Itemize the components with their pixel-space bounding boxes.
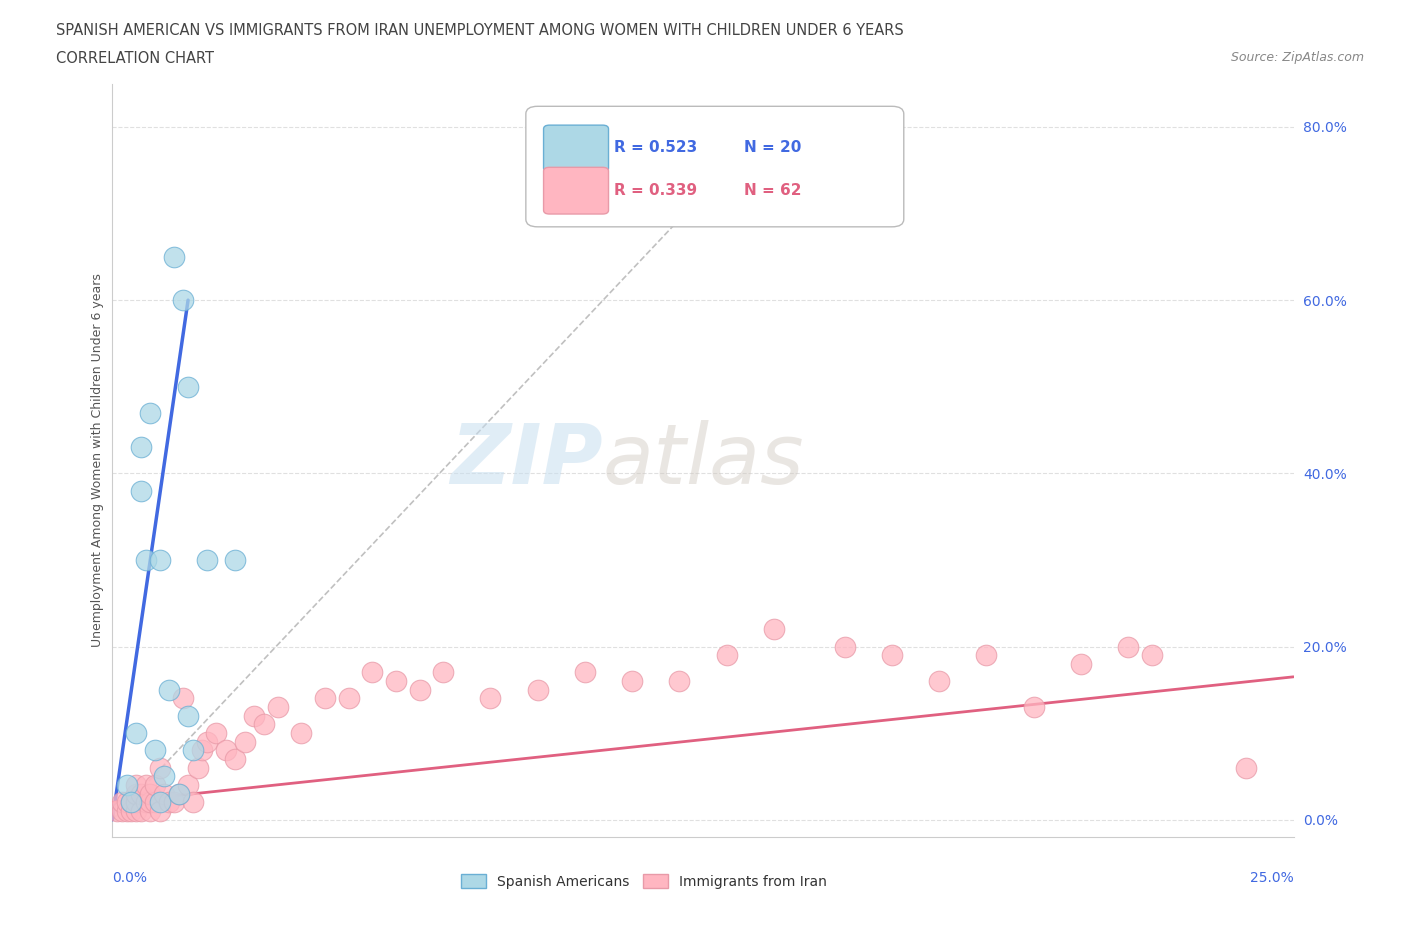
Point [139,405,162,420]
Point [153,769,176,784]
Point [243,709,266,724]
Point [125,777,148,792]
Point [526,683,548,698]
Point [139,795,162,810]
Point [129,786,152,801]
Point [143,743,166,758]
Point [337,691,360,706]
Point [880,647,903,662]
Point [1140,647,1163,662]
Point [115,804,138,818]
Point [157,795,180,810]
Point [135,552,157,567]
Point [125,795,148,810]
Point [233,735,256,750]
Point [149,795,172,810]
Point [290,725,312,740]
Point [163,795,186,810]
Text: N = 62: N = 62 [744,183,801,198]
Point [139,804,162,818]
Point [1234,761,1257,776]
Point [976,647,998,662]
Point [267,699,290,714]
Point [668,673,690,688]
Point [167,786,190,801]
Point [479,691,502,706]
Point [125,804,148,818]
Point [105,804,128,818]
Point [135,777,157,792]
Point [385,673,408,688]
Point [224,552,246,567]
Point [153,786,176,801]
Point [314,691,336,706]
Point [1116,639,1139,654]
Point [111,795,134,810]
Text: atlas: atlas [603,419,804,501]
Point [129,440,152,455]
Point [574,665,596,680]
Point [621,673,644,688]
Point [224,751,246,766]
FancyBboxPatch shape [544,167,609,214]
Point [195,552,218,567]
Text: 25.0%: 25.0% [1250,870,1294,885]
Point [361,665,384,680]
Point [408,683,430,698]
Legend: Spanish Americans, Immigrants from Iran: Spanish Americans, Immigrants from Iran [456,869,832,894]
Point [149,804,172,818]
Text: R = 0.339: R = 0.339 [614,183,697,198]
FancyBboxPatch shape [526,106,904,227]
Point [1070,657,1092,671]
Point [111,804,134,818]
Point [149,552,172,567]
Point [215,743,238,758]
Point [762,622,785,637]
Point [115,777,138,792]
Point [172,691,194,706]
Point [253,717,276,732]
Point [120,795,142,810]
Point [1022,699,1045,714]
Point [125,725,148,740]
Point [186,761,208,776]
Point [195,735,218,750]
Point [157,683,180,698]
Point [143,795,166,810]
Point [432,665,454,680]
Point [716,647,738,662]
Point [125,786,148,801]
Y-axis label: Unemployment Among Women with Children Under 6 years: Unemployment Among Women with Children U… [91,273,104,647]
Point [149,761,172,776]
Point [163,249,186,264]
Point [172,293,194,308]
Text: R = 0.523: R = 0.523 [614,140,697,155]
Point [177,379,200,394]
Text: ZIP: ZIP [450,419,603,501]
Text: CORRELATION CHART: CORRELATION CHART [56,51,214,66]
Point [139,786,162,801]
Point [167,786,190,801]
Point [181,743,204,758]
Point [129,484,152,498]
Point [177,709,200,724]
Point [135,795,157,810]
Point [834,639,856,654]
Point [205,725,228,740]
FancyBboxPatch shape [544,126,609,172]
Point [129,804,152,818]
Point [115,795,138,810]
Point [120,804,142,818]
Text: N = 20: N = 20 [744,140,801,155]
Point [120,795,142,810]
Point [181,795,204,810]
Point [143,777,166,792]
Text: SPANISH AMERICAN VS IMMIGRANTS FROM IRAN UNEMPLOYMENT AMONG WOMEN WITH CHILDREN : SPANISH AMERICAN VS IMMIGRANTS FROM IRAN… [56,23,904,38]
Point [928,673,950,688]
Text: 0.0%: 0.0% [112,870,148,885]
Point [177,777,200,792]
Point [191,743,214,758]
Text: Source: ZipAtlas.com: Source: ZipAtlas.com [1230,51,1364,64]
